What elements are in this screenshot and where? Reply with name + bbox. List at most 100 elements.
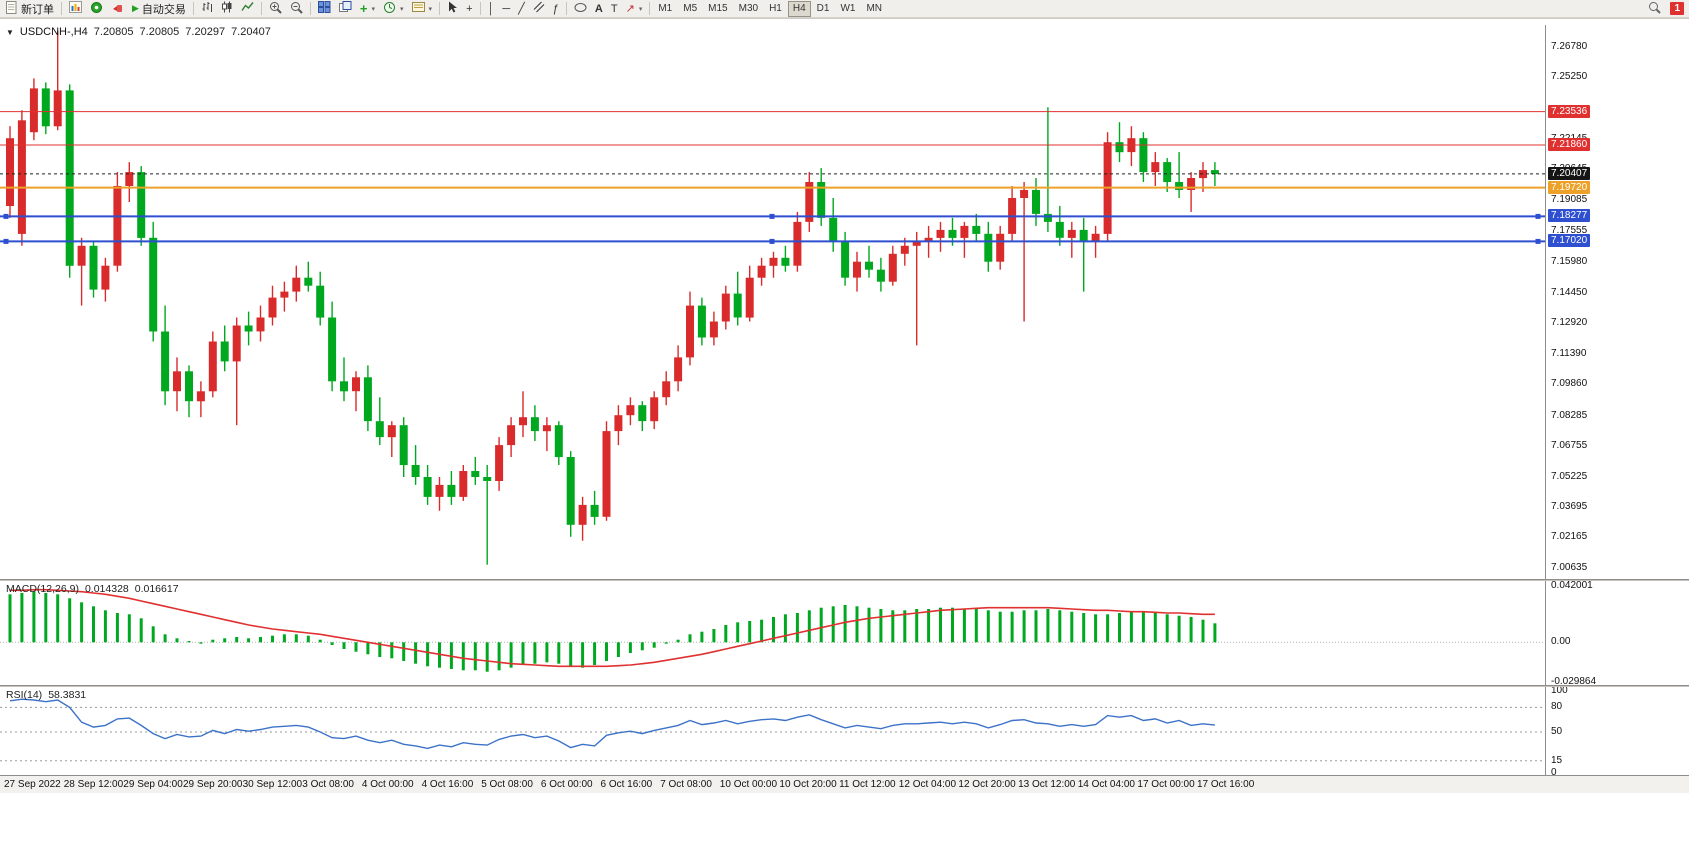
candle-body: [912, 241, 921, 246]
search-button[interactable]: [1644, 1, 1665, 17]
time-axis-label: 11 Oct 12:00: [839, 779, 896, 790]
periods-button[interactable]: ▾: [379, 1, 408, 17]
candle-body: [256, 317, 265, 332]
alerts-button[interactable]: [107, 1, 128, 17]
price-axis-label: 7.02165: [1551, 531, 1588, 543]
macd-pane[interactable]: [0, 581, 1545, 685]
line-chart-icon: [241, 1, 254, 16]
pane-splitter[interactable]: [0, 685, 1689, 687]
notification-badge[interactable]: 1: [1670, 2, 1684, 15]
candle-body: [411, 465, 420, 477]
tile-windows-button[interactable]: [314, 1, 335, 17]
shapes-icon: [574, 2, 587, 16]
rsi-axis-label: 0: [1551, 767, 1557, 778]
shapes-button[interactable]: [570, 1, 591, 17]
candle-body: [888, 253, 897, 282]
collapse-icon[interactable]: ▼: [6, 27, 14, 37]
timeframe-m1-button[interactable]: M1: [653, 1, 677, 17]
bar-chart-button[interactable]: [197, 1, 217, 17]
time-axis-label: 29 Sep 04:00: [123, 779, 183, 790]
rsi-value: 58.3831: [48, 689, 87, 701]
templates-button[interactable]: ▾: [408, 1, 437, 17]
candle-body: [149, 237, 158, 332]
macd-name: MACD(12,26,9): [6, 583, 79, 595]
new-chart-button[interactable]: [65, 1, 86, 17]
candle-body: [960, 225, 969, 238]
timeframe-d1-button[interactable]: D1: [812, 1, 835, 17]
pane-splitter[interactable]: [0, 579, 1689, 581]
autotrading-button[interactable]: ▶ 自动交易: [128, 1, 190, 17]
line-handle[interactable]: [769, 213, 775, 219]
timeframe-h1-button[interactable]: H1: [764, 1, 787, 17]
caret-down-icon: ▾: [428, 5, 433, 13]
candle-body: [268, 297, 277, 318]
timeframe-h4-button[interactable]: H4: [787, 0, 811, 17]
label-button[interactable]: T: [607, 1, 622, 17]
text-button[interactable]: A: [591, 1, 607, 17]
rsi-pane[interactable]: [0, 687, 1545, 775]
new-order-button[interactable]: 新订单: [2, 0, 58, 17]
price-axis-label: 7.11390: [1551, 347, 1587, 359]
toolbar-separator: [439, 2, 441, 15]
toolbar-separator: [61, 2, 62, 15]
price-axis-label: 7.09860: [1551, 378, 1588, 390]
cascade-windows-button[interactable]: [335, 1, 356, 17]
line-handle[interactable]: [1535, 213, 1541, 219]
candle-body: [853, 261, 861, 278]
ohlc-close: 7.20407: [231, 26, 271, 38]
candle-body: [805, 182, 814, 222]
ohlc-high: 7.20805: [139, 26, 180, 38]
toolbar-separator: [565, 2, 567, 15]
text-icon: A: [594, 2, 603, 15]
line-handle[interactable]: [1535, 238, 1541, 244]
channel-button[interactable]: [529, 1, 549, 17]
crosshair-button[interactable]: +: [462, 1, 476, 17]
candle-body: [161, 331, 170, 392]
vertical-line-button[interactable]: │: [484, 1, 499, 17]
indicators-button[interactable]: + ▾: [356, 1, 379, 17]
toolbar-separator: [260, 2, 262, 15]
rsi-name: RSI(14): [6, 689, 43, 701]
line-handle[interactable]: [769, 238, 775, 244]
timeframe-m15-button[interactable]: M15: [703, 1, 732, 17]
price-tag: 7.21860: [1548, 138, 1591, 151]
time-axis-label: 14 Oct 04:00: [1077, 779, 1135, 790]
zoom-in-button[interactable]: [265, 1, 286, 17]
candle-body: [1055, 221, 1064, 238]
price-axis[interactable]: 7.267807.252507.221457.206457.190857.175…: [1545, 25, 1689, 778]
price-axis-label: 7.03695: [1551, 501, 1588, 512]
time-axis[interactable]: 27 Sep 2022 28 Sep 12:00 29 Sep 04:00 29 Se…: [0, 775, 1689, 793]
profiles-icon: [90, 1, 103, 17]
zoom-out-button[interactable]: [286, 1, 307, 17]
line-handle[interactable]: [3, 238, 9, 244]
line-handle[interactable]: [3, 213, 9, 219]
arrows-button[interactable]: ↗ ▾: [622, 1, 647, 17]
time-axis-label: 29 Sep 20:00: [183, 779, 243, 790]
price-axis-label: 7.25250: [1551, 71, 1588, 83]
fibonacci-button[interactable]: ƒ: [549, 1, 563, 17]
zoom-out-icon: [290, 1, 303, 17]
price-axis-label: 7.06755: [1551, 440, 1588, 451]
candlestick-chart-button[interactable]: [217, 1, 237, 17]
rsi-axis-label: 50: [1551, 726, 1563, 737]
candle-body: [876, 269, 885, 282]
horizontal-line-button[interactable]: ─: [498, 1, 514, 17]
price-axis-label: 7.08285: [1551, 409, 1588, 421]
timeframe-m5-button[interactable]: M5: [678, 1, 702, 17]
trendline-button[interactable]: ╱: [514, 1, 529, 17]
candle-body: [340, 381, 348, 392]
search-icon: [1648, 1, 1662, 17]
profiles-button[interactable]: [86, 1, 107, 17]
candle-body: [435, 484, 444, 497]
timeframe-mn-button[interactable]: MN: [861, 1, 887, 17]
timeframe-w1-button[interactable]: W1: [835, 1, 860, 17]
timeframe-m30-button[interactable]: M30: [734, 1, 763, 17]
candle-body: [662, 381, 671, 398]
cascade-windows-icon: [338, 1, 352, 16]
rsi-indicator-label: RSI(14) 58.3831: [6, 689, 92, 701]
cursor-button[interactable]: [443, 1, 462, 17]
line-chart-button[interactable]: [237, 1, 258, 17]
candle-body: [173, 371, 181, 392]
main-price-chart[interactable]: [0, 25, 1545, 579]
price-tag: 7.18277: [1548, 209, 1591, 223]
